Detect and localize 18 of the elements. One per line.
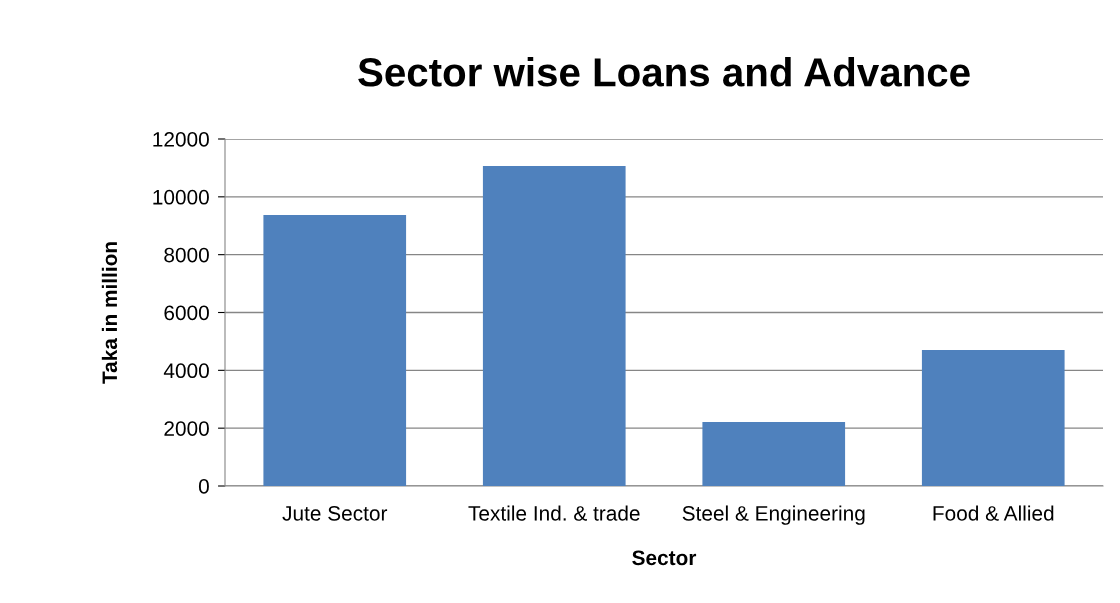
bar bbox=[702, 422, 846, 486]
y-tick-label: 4000 bbox=[163, 363, 209, 379]
bar bbox=[921, 350, 1065, 486]
x-tick-label: Food & Allied bbox=[933, 505, 1054, 521]
bar bbox=[263, 215, 407, 486]
y-tick-label: 10000 bbox=[153, 189, 209, 205]
y-tick-label: 12000 bbox=[153, 132, 209, 147]
x-axis-title: Sector bbox=[632, 550, 697, 566]
y-tick-label: 2000 bbox=[164, 421, 209, 436]
y-tick-label: 0 bbox=[198, 479, 209, 494]
y-tick-label: 6000 bbox=[164, 305, 209, 321]
y-tick-label: 8000 bbox=[164, 247, 209, 263]
bar bbox=[482, 165, 626, 486]
x-tick-label: Textile Ind. & trade bbox=[468, 505, 640, 521]
x-tick-label: Steel & Engineering bbox=[682, 505, 865, 525]
chart-title: Sector wise Loans and Advance bbox=[358, 57, 970, 87]
x-tick-label: Jute Sector bbox=[282, 505, 388, 521]
y-axis-title: Taka in million bbox=[101, 242, 118, 384]
